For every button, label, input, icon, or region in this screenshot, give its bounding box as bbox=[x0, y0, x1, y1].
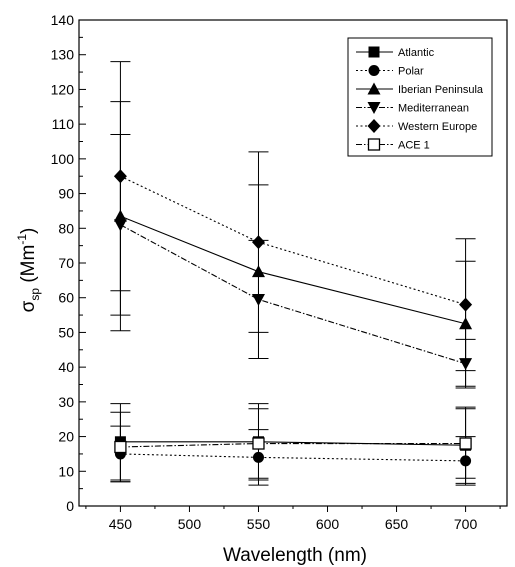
x-axis-label: Wavelength (nm) bbox=[223, 545, 367, 566]
x-tick-label: 500 bbox=[178, 516, 202, 532]
y-axis-label-end: ) bbox=[18, 228, 39, 234]
legend-label: Mediterranean bbox=[398, 103, 469, 115]
legend-label: ACE 1 bbox=[398, 140, 430, 152]
y-tick-label: 70 bbox=[58, 255, 74, 271]
y-axis-label-sub: sp bbox=[28, 288, 42, 301]
marker-filled-square bbox=[368, 46, 380, 58]
marker-triangle-down bbox=[367, 102, 381, 114]
marker-diamond bbox=[459, 297, 473, 312]
y-tick-label: 30 bbox=[58, 394, 74, 410]
legend-box bbox=[347, 37, 493, 157]
y-tick-label: 60 bbox=[58, 290, 74, 306]
y-tick-label: 0 bbox=[66, 498, 74, 514]
y-axis-label-mid: (Mm bbox=[18, 245, 39, 288]
y-axis-label: σsp (Mm-1) bbox=[15, 228, 42, 313]
y-tick-label: 40 bbox=[58, 359, 74, 375]
series-mediterranean bbox=[110, 134, 476, 389]
legend-label: Iberian Peninsula bbox=[398, 84, 484, 96]
x-tick-label: 550 bbox=[247, 516, 271, 532]
legend-item: Atlantic bbox=[356, 46, 435, 59]
legend-label: Western Europe bbox=[398, 121, 477, 133]
y-tick-label: 120 bbox=[51, 81, 75, 97]
legend-item: Iberian Peninsula bbox=[356, 82, 484, 96]
y-tick-label: 100 bbox=[51, 151, 75, 167]
y-tick-label: 110 bbox=[52, 116, 75, 132]
y-tick-label: 140 bbox=[51, 12, 75, 28]
legend-label: Atlantic bbox=[398, 47, 435, 59]
legend-item: Mediterranean bbox=[356, 102, 469, 115]
series-polar bbox=[110, 425, 476, 486]
x-tick-label: 600 bbox=[316, 516, 340, 532]
chart-legend: Atlantic Polar Iberian Peninsula Mediterran… bbox=[347, 37, 493, 157]
marker-open-square bbox=[367, 138, 381, 151]
marker-open-square bbox=[114, 440, 127, 454]
y-tick-label: 50 bbox=[58, 324, 74, 340]
y-axis-label-base: σ bbox=[18, 300, 39, 312]
y-tick-label: 80 bbox=[58, 220, 74, 236]
chart-axes: 0 10 20 30 40 50 60 70 80 90 100 110 120 130 140 450 500… bbox=[51, 12, 508, 532]
y-tick-label: 20 bbox=[58, 429, 74, 445]
series-line bbox=[120, 175, 466, 306]
x-tick-label: 650 bbox=[385, 516, 409, 532]
y-tick-label: 90 bbox=[58, 186, 74, 202]
chart-plot-area bbox=[110, 61, 476, 486]
y-tick-label: 130 bbox=[51, 47, 75, 63]
marker-diamond bbox=[367, 119, 381, 133]
x-tick-label: 450 bbox=[109, 516, 133, 532]
legend-item: Western Europe bbox=[356, 119, 477, 133]
legend-item: ACE 1 bbox=[356, 138, 430, 152]
series-line bbox=[120, 453, 466, 462]
series-line bbox=[120, 224, 466, 365]
series-ace-1 bbox=[110, 408, 476, 483]
marker-open-square bbox=[252, 437, 265, 450]
marker-circle bbox=[368, 65, 380, 76]
series-line bbox=[120, 442, 466, 448]
marker-triangle-up bbox=[367, 82, 381, 95]
series-line bbox=[120, 215, 466, 325]
marker-diamond bbox=[251, 235, 265, 250]
y-axis-label-sup: -1 bbox=[15, 234, 29, 245]
x-tick-label: 700 bbox=[454, 516, 478, 532]
y-tick-label: 10 bbox=[58, 463, 74, 479]
marker-diamond bbox=[113, 169, 127, 184]
legend-item: Polar bbox=[356, 65, 424, 78]
series-western-europe bbox=[110, 61, 476, 372]
marker-open-square bbox=[459, 437, 472, 450]
legend-label: Polar bbox=[398, 66, 424, 78]
